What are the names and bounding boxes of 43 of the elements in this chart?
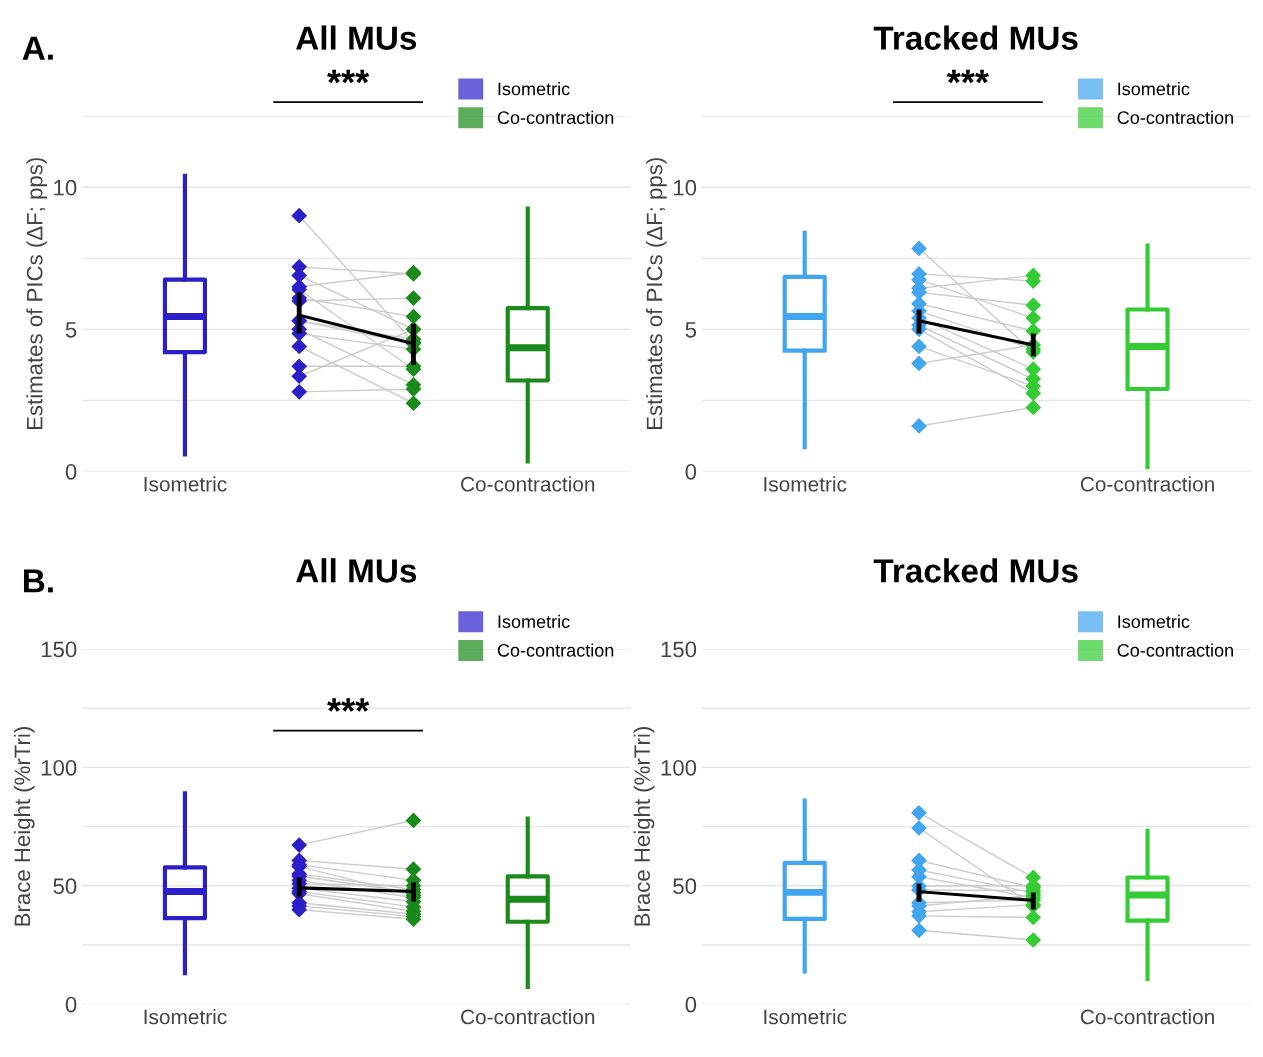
chart-title: Tracked MUs: [873, 558, 1078, 583]
y-tick-label: 50: [673, 878, 697, 895]
legend-label: Isometric: [1118, 82, 1190, 96]
legend-label: Isometric: [498, 614, 570, 629]
y-tick-label: 100: [661, 759, 697, 776]
y-tick-label: 10: [54, 179, 77, 196]
y-tick-label: 5: [65, 322, 77, 338]
legend-label: Isometric: [498, 82, 570, 96]
x-tick-label: Co-contraction: [461, 476, 595, 492]
y-tick-label: 150: [661, 641, 697, 658]
text: A.: [22, 36, 53, 60]
legend-label: Isometric: [1118, 614, 1190, 629]
y-axis-title: Brace Height (%rTri): [633, 727, 655, 926]
annotation: ***: [327, 698, 370, 712]
y-tick-label: 100: [41, 759, 77, 776]
y-tick-label: 0: [65, 463, 77, 480]
x-tick-label: Co-contraction: [461, 1009, 595, 1025]
x-tick-label: Isometric: [144, 1009, 227, 1025]
chart-title: All MUs: [296, 558, 417, 583]
legend-label: Co-contraction: [1117, 110, 1233, 125]
chart-title: Tracked MUs: [873, 25, 1078, 50]
x-tick-label: Isometric: [764, 1009, 847, 1025]
y-axis-title: Estimates of PICs (ΔF; pps): [26, 158, 47, 430]
y-axis-title: Estimates of PICs (ΔF; pps): [646, 158, 667, 430]
x-tick-label: Isometric: [144, 476, 227, 492]
y-tick-label: 0: [685, 463, 697, 480]
x-tick-label: Co-contraction: [1080, 1009, 1214, 1025]
chart-title: All MUs: [296, 25, 417, 50]
y-tick-label: 10: [674, 179, 697, 196]
y-tick-label: 0: [65, 996, 77, 1013]
text: ***: [327, 69, 370, 84]
y-tick-label: 5: [685, 322, 697, 338]
legend-label: Co-contraction: [1117, 643, 1233, 657]
x-tick-label: Co-contraction: [1080, 476, 1214, 492]
text: ***: [946, 69, 989, 84]
x-tick-label: Isometric: [764, 476, 847, 492]
text: B.: [23, 569, 53, 593]
legend-label: Co-contraction: [497, 110, 614, 125]
y-tick-label: 0: [685, 996, 697, 1013]
legend-label: Co-contraction: [497, 643, 614, 657]
y-tick-label: 150: [41, 641, 77, 658]
y-tick-label: 50: [53, 878, 77, 895]
y-axis-title: Brace Height (%rTri): [13, 727, 35, 926]
